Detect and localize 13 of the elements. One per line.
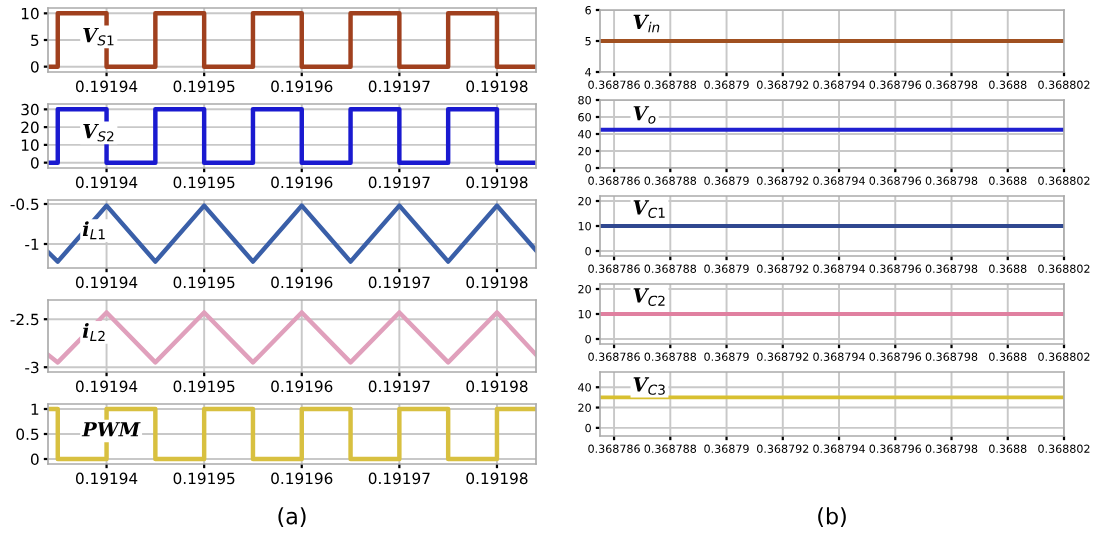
series-label: V$_{S1}$ [83, 27, 114, 46]
series-label: i$_{L2}$ [82, 322, 105, 341]
series-label: V$_{C2}$ [633, 288, 665, 306]
text: (a) [278, 507, 306, 528]
series-label: i$_{L1}$ [82, 221, 105, 240]
line-series [48, 203, 536, 264]
text: (b) [818, 507, 846, 528]
series-label: V$_{in}$ [633, 14, 660, 33]
series-label: V$_{S2}$ [83, 123, 114, 142]
series-label: PWM [81, 422, 141, 437]
series-label: V$_{o}$ [633, 106, 656, 124]
series-label: V$_{C1}$ [633, 200, 665, 218]
series-label: V$_{C3}$ [633, 377, 665, 395]
